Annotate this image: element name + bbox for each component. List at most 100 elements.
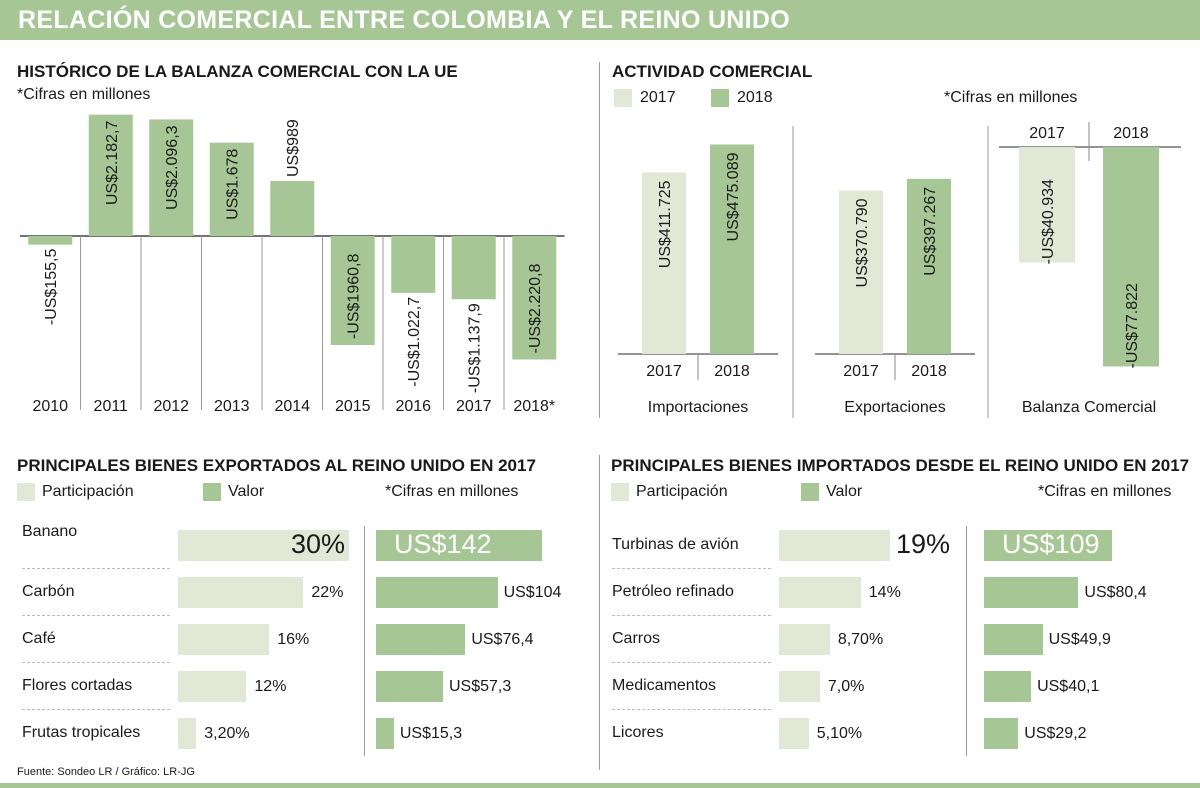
exp-item-name: Flores cortadas	[22, 677, 133, 694]
hist-year-label: 2010	[32, 398, 68, 415]
imp-share-label: 19%	[896, 529, 951, 559]
actividad-title: ACTIVIDAD COMERCIAL	[612, 62, 813, 81]
hist-bar	[28, 236, 73, 245]
imp-value-label: US$80,4	[1084, 584, 1147, 601]
imp-value-bar	[984, 530, 1112, 561]
hist-bar	[391, 236, 436, 293]
hist-year-label: 2018*	[513, 398, 555, 415]
imp-value-label: US$49,9	[1048, 631, 1111, 648]
exp-legend-valor: Valor	[228, 483, 265, 500]
legend-2018-label: 2018	[737, 89, 773, 106]
exp-row-separator	[22, 709, 170, 710]
historico-chart: -US$155,5 2010 US$2.182,7 2011 US$2.096,3 201…	[20, 114, 565, 415]
historico-note: *Cifras en millones	[17, 86, 151, 103]
legend-2018-swatch	[711, 89, 729, 107]
imp-item-name: Turbinas de avión	[612, 536, 739, 553]
exp-item-name: Banano	[22, 523, 78, 540]
act-year-label: 2018	[714, 363, 750, 380]
legend-2017-label: 2017	[640, 89, 676, 106]
hist-value-label: US$2.182,7	[104, 121, 121, 206]
imp-item-name: Carros	[612, 630, 661, 647]
historico-title: HISTÓRICO DE LA BALANZA COMERCIAL CON LA…	[17, 62, 458, 81]
act-bar	[642, 172, 686, 354]
imp-value-label: US$29,2	[1024, 725, 1087, 742]
exp-legend-valor-swatch	[203, 483, 221, 501]
act-year-label: 2017	[843, 363, 879, 380]
exp-share-label: 16%	[277, 631, 310, 648]
act-year-label: 2018	[911, 363, 947, 380]
hist-year-label: 2015	[335, 398, 371, 415]
hist-bar	[270, 181, 315, 236]
act-value-label: US$370.790	[854, 198, 871, 287]
imp-share-label: 8,70%	[837, 631, 884, 648]
importados-title: PRINCIPALES BIENES IMPORTADOS DESDE EL R…	[611, 456, 1190, 475]
page-title: RELACIÓN COMERCIAL ENTRE COLOMBIA Y EL R…	[18, 6, 790, 34]
imp-share-bar	[779, 671, 820, 702]
act-bar	[1019, 147, 1075, 263]
imp-legend-valor: Valor	[826, 483, 863, 500]
imp-item-name: Licores	[612, 724, 664, 741]
imp-item-name: Medicamentos	[612, 677, 717, 694]
imp-share-label: 5,10%	[816, 725, 863, 742]
exp-value-label: US$142	[394, 529, 492, 559]
exportados-title: PRINCIPALES BIENES EXPORTADOS AL REINO U…	[17, 456, 536, 475]
actividad-note: *Cifras en millones	[944, 89, 1078, 106]
act-value-label: US$475.089	[725, 152, 742, 241]
hist-bar	[88, 114, 133, 236]
hist-year-label: 2017	[456, 398, 492, 415]
exp-value-bar	[376, 577, 498, 608]
imp-value-bar	[984, 718, 1019, 749]
imp-value-bar	[984, 671, 1032, 702]
hist-bar	[451, 236, 496, 300]
imp-item-name: Petróleo refinado	[612, 583, 734, 600]
exp-value-label: US$15,3	[399, 725, 463, 742]
hist-bar	[149, 119, 194, 236]
hist-value-label: -US$1960,8	[346, 254, 363, 339]
act-group-label: Importaciones	[648, 399, 749, 416]
imp-share-label: 7,0%	[827, 678, 865, 695]
hist-bar	[512, 236, 557, 360]
source-note: Fuente: Sondeo LR / Gráfico: LR-JG	[17, 766, 195, 778]
exp-share-label: 30%	[291, 529, 346, 559]
exp-legend-participacion: Participación	[42, 483, 134, 500]
exp-column-separator	[364, 526, 365, 756]
act-value-label: -US$40.934	[1040, 179, 1057, 264]
hist-year-label: 2016	[395, 398, 431, 415]
imp-legend-participacion: Participación	[636, 483, 728, 500]
act-value-label: US$411.725	[657, 180, 674, 268]
exp-value-label: US$104	[503, 584, 562, 601]
exp-share-bar	[178, 671, 247, 702]
hist-year-label: 2013	[214, 398, 250, 415]
exp-item-name: Frutas tropicales	[22, 724, 141, 741]
imp-column-separator	[966, 526, 967, 756]
act-year-label: 2018	[1113, 125, 1149, 142]
imp-share-bar	[779, 577, 861, 608]
exp-row-separator	[22, 615, 170, 616]
imp-value-bar	[984, 624, 1043, 655]
imp-share-bar	[779, 530, 890, 561]
divider-bottom	[599, 455, 600, 770]
imp-share-label: 14%	[868, 584, 901, 601]
exp-row-separator	[22, 568, 170, 569]
act-bar	[907, 178, 951, 354]
act-bar	[710, 144, 754, 354]
imp-row-separator	[612, 662, 771, 663]
imp-row-separator	[612, 568, 771, 569]
imp-value-label: US$40,1	[1037, 678, 1100, 695]
exp-value-bar	[376, 624, 466, 655]
legend-2017-swatch	[614, 89, 632, 107]
hist-value-label: -US$155,5	[43, 249, 60, 326]
exp-share-bar	[178, 530, 349, 561]
hist-bar	[330, 236, 375, 346]
divider-top	[599, 62, 600, 418]
exp-value-bar	[376, 671, 443, 702]
exp-share-label: 22%	[311, 584, 344, 601]
imp-row-separator	[612, 709, 771, 710]
imp-row-separator	[612, 615, 771, 616]
act-year-label: 2017	[1029, 125, 1065, 142]
exp-share-bar	[178, 577, 304, 608]
exp-item-name: Café	[22, 630, 56, 647]
act-value-label: -US$77.822	[1124, 283, 1141, 368]
exp-share-label: 12%	[254, 678, 287, 695]
imp-legend-participacion-swatch	[611, 483, 629, 501]
